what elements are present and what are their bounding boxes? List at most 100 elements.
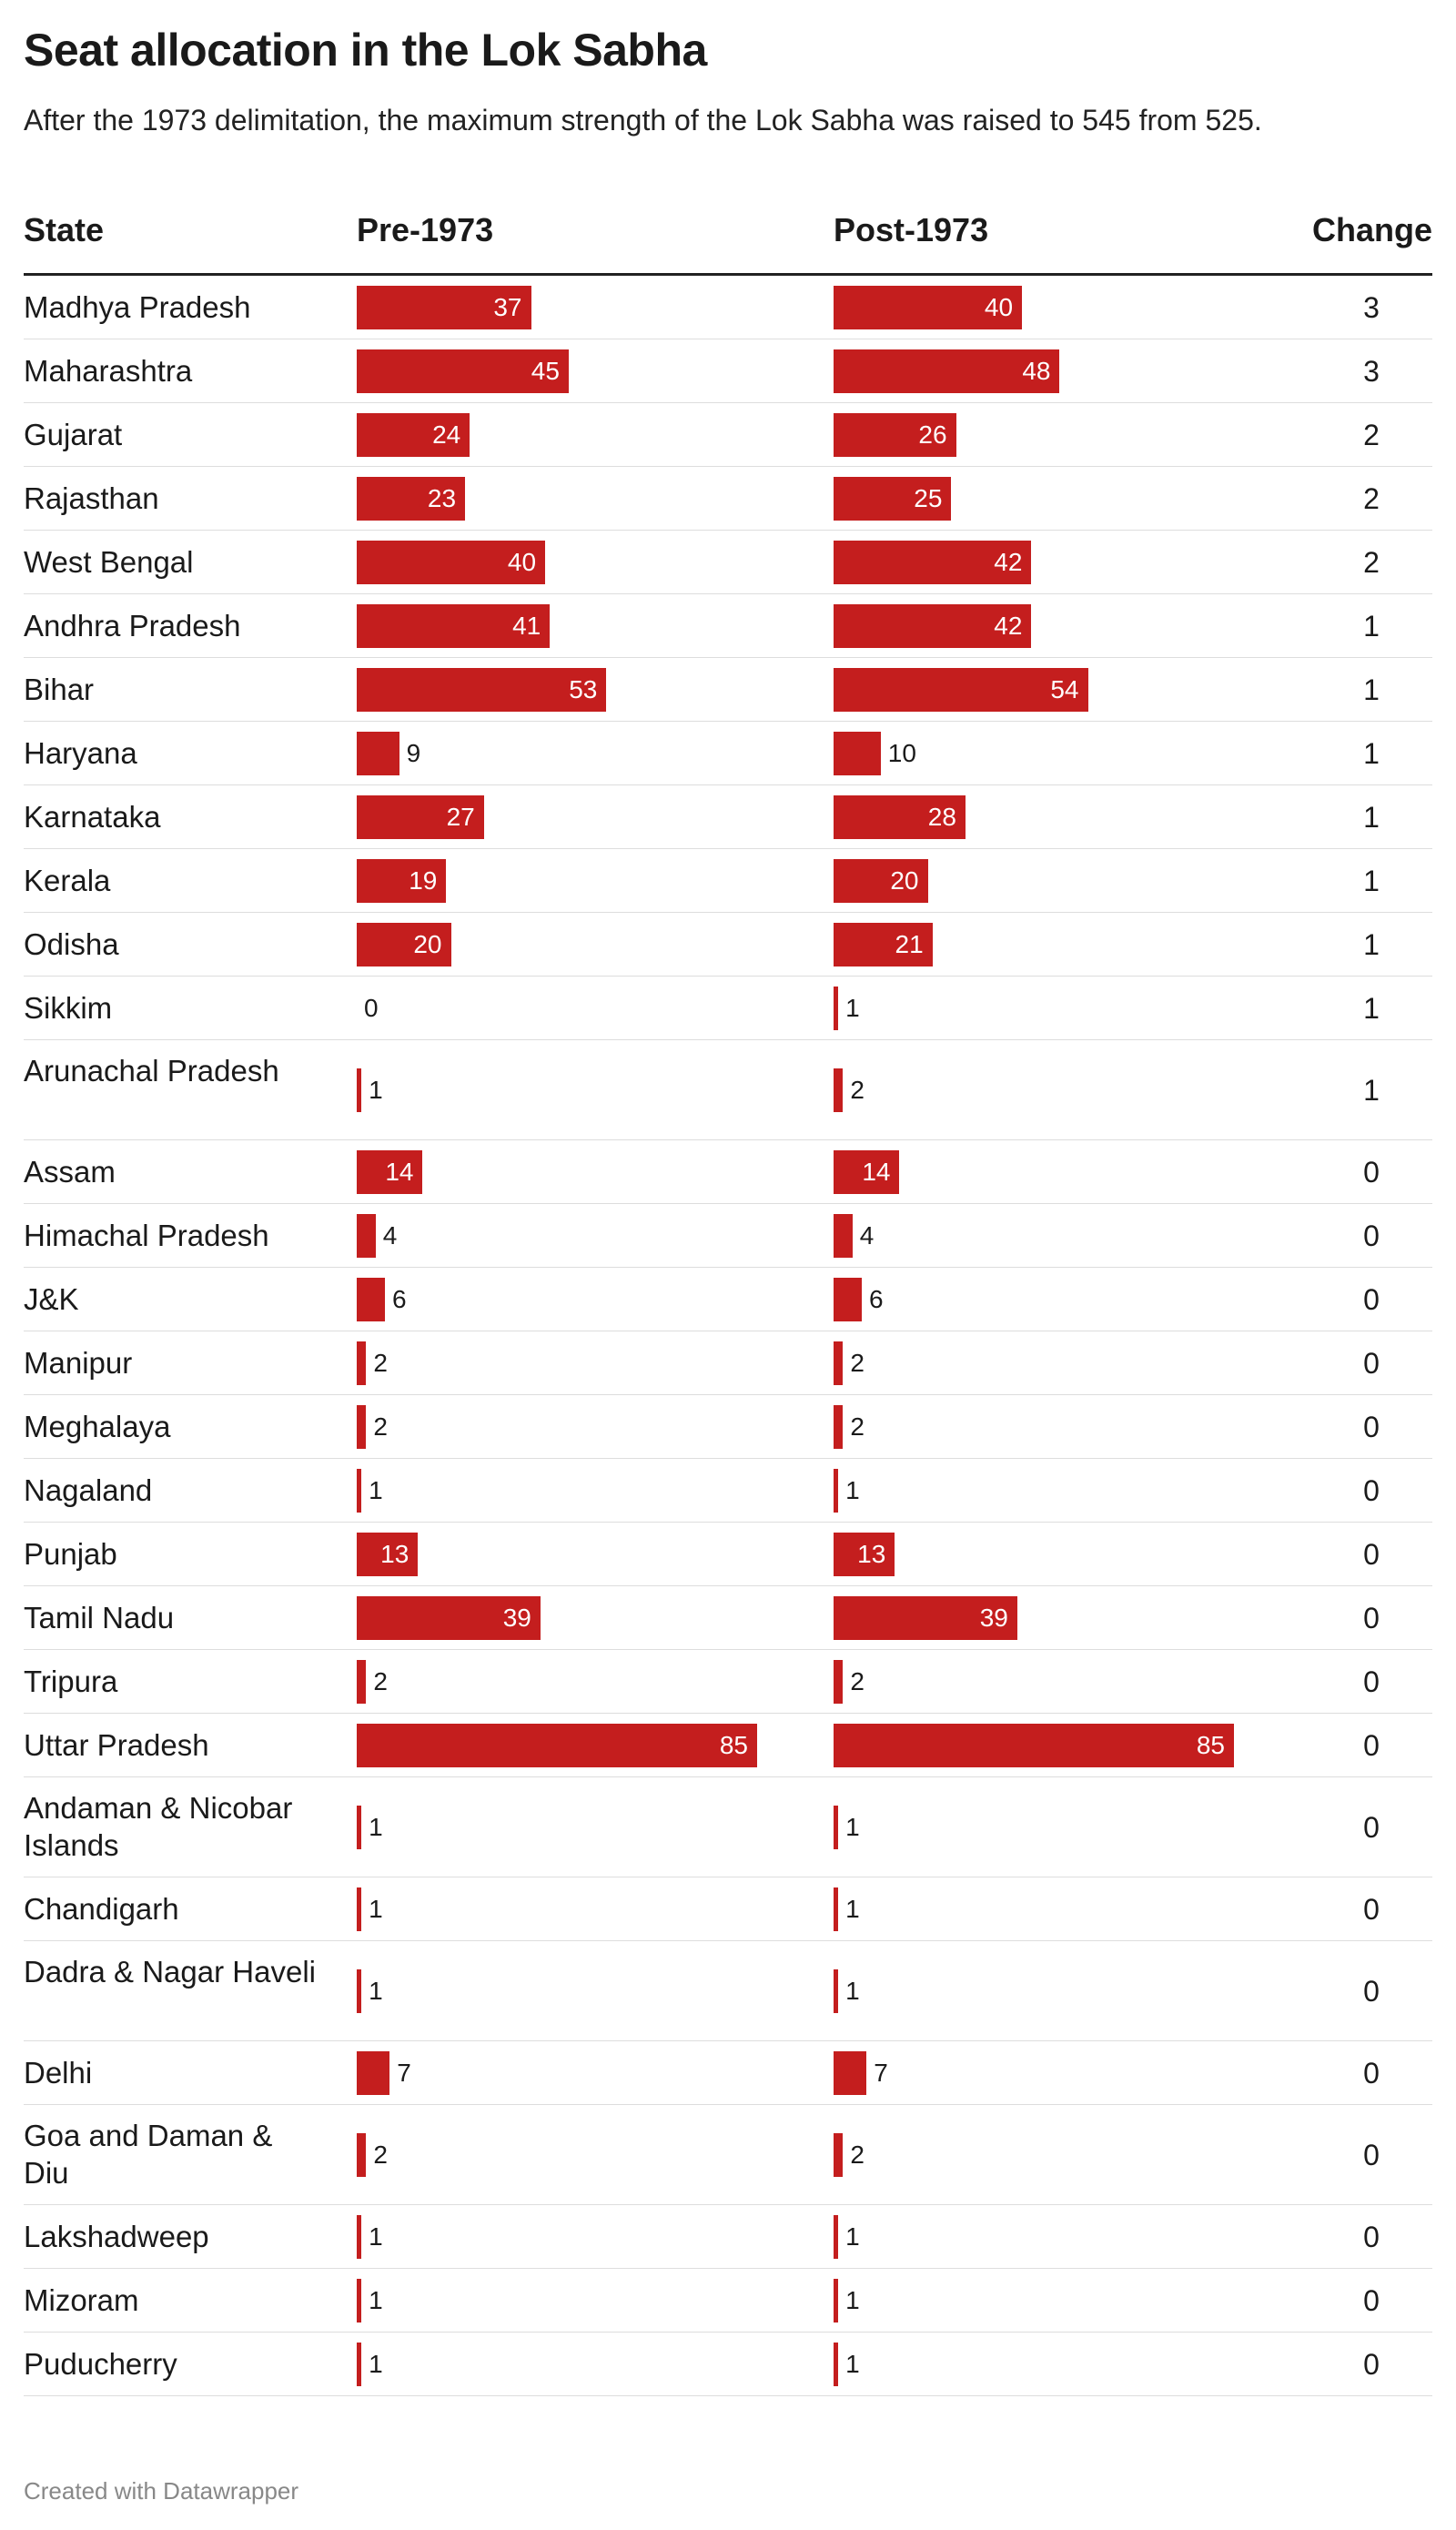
post-1973-value-label: 28 [927,803,956,831]
change-value: 0 [1363,2348,1380,2381]
pre-1973-value-label: 41 [512,612,541,640]
post-1973-bar [834,795,966,839]
post-1973-value-label: 26 [918,420,947,449]
pre-1973-value-label: 0 [364,994,379,1022]
pre-1973-value-label: 6 [392,1285,407,1313]
table-row: Manipur 2 2 0 [24,1331,1432,1395]
table-row: Madhya Pradesh 37 40 3 [24,276,1432,339]
post-1973-bar [834,2279,839,2323]
change-value: 1 [1363,1074,1380,1107]
column-header-state: State [24,211,105,248]
change-value: 1 [1363,801,1380,834]
pre-1973-bar [357,732,399,775]
post-1973-value-label: 1 [845,2222,860,2251]
post-1973-bar [834,859,928,903]
table-row: Andhra Pradesh 41 42 1 [24,594,1432,658]
table-row: Meghalaya 2 2 0 [24,1395,1432,1459]
change-value: 0 [1363,1474,1380,1507]
pre-1973-bar [357,286,531,329]
pre-1973-bar [357,668,607,712]
pre-1973-bar [357,1068,362,1112]
post-1973-bar [834,1341,844,1385]
post-1973-value-label: 1 [845,1476,860,1504]
change-value: 0 [1363,2139,1380,2171]
pre-1973-value-label: 45 [531,357,560,385]
table-row: Gujarat 24 26 2 [24,403,1432,467]
table-row: Odisha 20 21 1 [24,913,1432,977]
state-label: Tripura [24,1665,118,1698]
post-1973-bar [834,1405,844,1449]
table-row: Puducherry 1 1 0 [24,2333,1432,2396]
change-value: 0 [1363,2221,1380,2253]
change-value: 1 [1363,737,1380,770]
pre-1973-bar [357,1660,367,1704]
post-1973-bar [834,923,933,966]
state-label: Assam [24,1155,116,1189]
post-1973-value-label: 1 [845,1895,860,1923]
post-1973-value-label: 21 [895,930,924,958]
post-1973-value-label: 1 [845,1977,860,2005]
post-1973-bar [834,1887,839,1931]
post-1973-bar [834,1969,839,2013]
pre-1973-value-label: 1 [369,1895,383,1923]
change-value: 0 [1363,1665,1380,1698]
state-label: Maharashtra [24,354,193,388]
change-value: 0 [1363,1347,1380,1380]
change-value: 0 [1363,1729,1380,1762]
change-value: 1 [1363,610,1380,643]
pre-1973-bar [357,1533,419,1576]
pre-1973-bar [357,1341,367,1385]
table-row: Bihar 53 54 1 [24,658,1432,722]
pre-1973-bar [357,1469,362,1513]
table-row: J&K 6 6 0 [24,1268,1432,1331]
pre-1973-bar [357,1596,541,1640]
state-label: Andaman & Nicobar Islands [24,1791,293,1862]
pre-1973-value-label: 2 [373,1667,388,1695]
pre-1973-value-label: 20 [413,930,442,958]
table-row: Delhi 7 7 0 [24,2041,1432,2105]
pre-1973-bar [357,2343,362,2386]
change-value: 2 [1363,482,1380,515]
table-row: Rajasthan 23 25 2 [24,467,1432,531]
post-1973-bar [834,732,881,775]
pre-1973-bar [357,2215,362,2259]
post-1973-bar [834,286,1023,329]
table-row: Assam 14 14 0 [24,1140,1432,1204]
post-1973-value-label: 4 [859,1221,875,1250]
table-row: Nagaland 1 1 0 [24,1459,1432,1523]
change-value: 0 [1363,2284,1380,2317]
pre-1973-value-label: 85 [719,1731,748,1759]
pre-1973-value-label: 2 [373,1349,388,1377]
post-1973-value-label: 14 [862,1158,891,1186]
post-1973-bar [834,1214,853,1258]
post-1973-value-label: 1 [845,1813,860,1841]
state-label: Chandigarh [24,1892,179,1926]
table-row: Arunachal Pradesh 1 2 1 [24,1040,1432,1140]
state-label: Puducherry [24,2347,177,2381]
state-label: Himachal Pradesh [24,1219,269,1252]
state-label: Haryana [24,736,137,770]
state-label: Manipur [24,1346,133,1380]
table-row: West Bengal 40 42 2 [24,531,1432,594]
post-1973-value-label: 2 [850,1349,864,1377]
post-1973-bar [834,668,1088,712]
pre-1973-bar [357,541,546,584]
pre-1973-bar [357,1405,367,1449]
table-body: Madhya Pradesh 37 40 3 Maharashtra 45 48 3 Gujar… [24,276,1432,2396]
table-row: Uttar Pradesh 85 85 0 [24,1714,1432,1777]
pre-1973-value-label: 1 [369,1813,383,1841]
pre-1973-value-label: 53 [569,675,598,703]
pre-1973-value-label: 13 [380,1540,410,1568]
chart-subtitle: After the 1973 delimitation, the maximum… [24,104,1262,137]
state-label: Kerala [24,864,111,897]
post-1973-bar [834,1533,895,1576]
state-label: West Bengal [24,545,194,579]
state-label: Mizoram [24,2283,139,2317]
pre-1973-value-label: 1 [369,2350,383,2378]
state-label: Madhya Pradesh [24,290,251,324]
post-1973-bar [834,413,956,457]
post-1973-value-label: 1 [845,2286,860,2314]
post-1973-value-label: 54 [1050,675,1079,703]
post-1973-value-label: 40 [984,293,1014,321]
state-label: Arunachal Pradesh [24,1054,279,1088]
